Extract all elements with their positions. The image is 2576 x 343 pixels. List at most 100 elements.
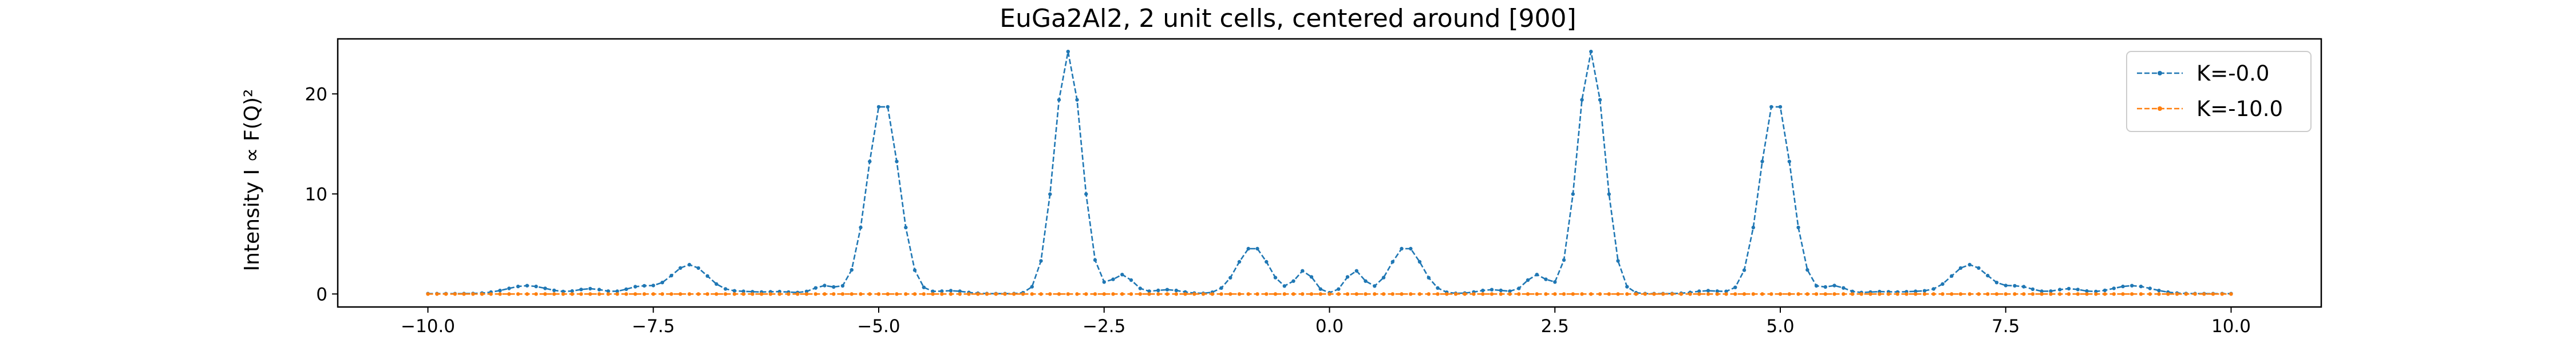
series-point-0 <box>525 284 529 288</box>
series-point-0 <box>804 289 809 293</box>
legend-box <box>2126 51 2312 132</box>
series-point-1 <box>940 292 944 296</box>
series-point-1 <box>642 292 646 296</box>
series-point-1 <box>1931 292 1935 296</box>
series-point-0 <box>579 288 583 292</box>
series-point-1 <box>615 292 619 296</box>
series-point-1 <box>669 292 674 296</box>
series-point-0 <box>1390 260 1394 264</box>
series-point-1 <box>1147 292 1151 296</box>
series-point-1 <box>678 292 682 296</box>
series-point-0 <box>1301 269 1305 273</box>
legend-swatch-marker <box>2158 71 2162 75</box>
series-point-0 <box>1589 50 1593 54</box>
series-point-0 <box>1129 278 1133 282</box>
series-point-1 <box>1057 292 1061 296</box>
series-point-1 <box>1436 292 1440 296</box>
series-point-0 <box>823 284 827 288</box>
series-point-1 <box>1598 292 1602 296</box>
series-point-0 <box>1265 260 1269 264</box>
series-point-0 <box>597 288 602 292</box>
series-point-0 <box>922 285 926 289</box>
series-point-0 <box>2103 288 2107 293</box>
series-point-1 <box>760 292 764 296</box>
series-point-0 <box>850 268 854 272</box>
series-point-1 <box>1914 292 1918 296</box>
series-point-1 <box>444 292 448 296</box>
series-point-1 <box>1697 292 1701 296</box>
series-point-0 <box>741 289 746 293</box>
series-point-1 <box>1075 292 1079 296</box>
y-tick-label: 10 <box>305 184 327 205</box>
series-point-0 <box>1823 285 1827 289</box>
series-point-1 <box>696 292 701 296</box>
series-point-1 <box>462 292 466 296</box>
series-point-1 <box>2121 292 2125 296</box>
series-point-1 <box>624 292 629 296</box>
series-point-1 <box>2130 292 2134 296</box>
series-point-0 <box>1030 285 1034 289</box>
series-point-1 <box>435 292 439 296</box>
series-point-0 <box>1625 285 1629 289</box>
series-point-1 <box>1859 292 1863 296</box>
series-point-0 <box>832 285 836 289</box>
series-point-1 <box>660 292 665 296</box>
series-point-1 <box>1400 292 1404 296</box>
series-point-1 <box>796 292 800 296</box>
series-point-1 <box>912 292 917 296</box>
series-point-1 <box>1472 292 1476 296</box>
series-point-1 <box>949 292 953 296</box>
series-point-1 <box>534 292 538 296</box>
series-point-0 <box>669 273 674 278</box>
series-point-1 <box>1562 292 1566 296</box>
series-layer <box>426 50 2233 296</box>
legend-label: K=-0.0 <box>2196 61 2269 86</box>
series-point-1 <box>426 292 430 296</box>
series-point-1 <box>823 292 827 296</box>
series-point-0 <box>1526 278 1530 282</box>
series-point-1 <box>2004 292 2008 296</box>
series-point-1 <box>705 292 710 296</box>
series-point-1 <box>1445 292 1449 296</box>
series-point-0 <box>1481 288 1485 293</box>
series-point-1 <box>1742 292 1747 296</box>
x-tick-label: 2.5 <box>1541 316 1569 337</box>
series-point-0 <box>1977 266 1981 270</box>
series-point-1 <box>1481 292 1485 296</box>
series-point-1 <box>507 292 511 296</box>
series-point-0 <box>1381 276 1386 280</box>
series-point-0 <box>2139 284 2143 289</box>
series-point-1 <box>2076 292 2080 296</box>
x-tick-label: −2.5 <box>1082 316 1125 337</box>
series-point-1 <box>922 292 926 296</box>
series-point-0 <box>1291 279 1295 283</box>
chart-title: EuGa2Al2, 2 unit cells, centered around … <box>999 4 1576 33</box>
series-point-0 <box>498 289 502 293</box>
series-point-0 <box>1436 286 1440 290</box>
series-point-0 <box>1147 289 1151 293</box>
series-point-1 <box>714 292 718 296</box>
series-point-1 <box>1625 292 1629 296</box>
series-point-1 <box>1021 292 1025 296</box>
series-point-0 <box>1832 284 1836 288</box>
series-point-1 <box>967 292 971 296</box>
series-point-0 <box>859 225 863 230</box>
series-point-1 <box>1066 292 1070 296</box>
series-point-1 <box>1679 292 1683 296</box>
series-point-1 <box>597 292 602 296</box>
legend-swatch-marker <box>2158 106 2162 111</box>
series-point-1 <box>1850 292 1855 296</box>
series-point-0 <box>1102 280 1107 284</box>
series-point-0 <box>588 286 592 291</box>
series-point-1 <box>2184 292 2188 296</box>
series-point-1 <box>750 292 754 296</box>
series-point-0 <box>904 225 908 230</box>
series-point-0 <box>1931 287 1935 291</box>
series-point-1 <box>1580 292 1584 296</box>
series-point-1 <box>1878 292 1882 296</box>
series-point-0 <box>1994 281 1999 285</box>
series-point-0 <box>1814 284 1819 288</box>
series-point-1 <box>1337 292 1341 296</box>
series-point-1 <box>2157 292 2161 296</box>
